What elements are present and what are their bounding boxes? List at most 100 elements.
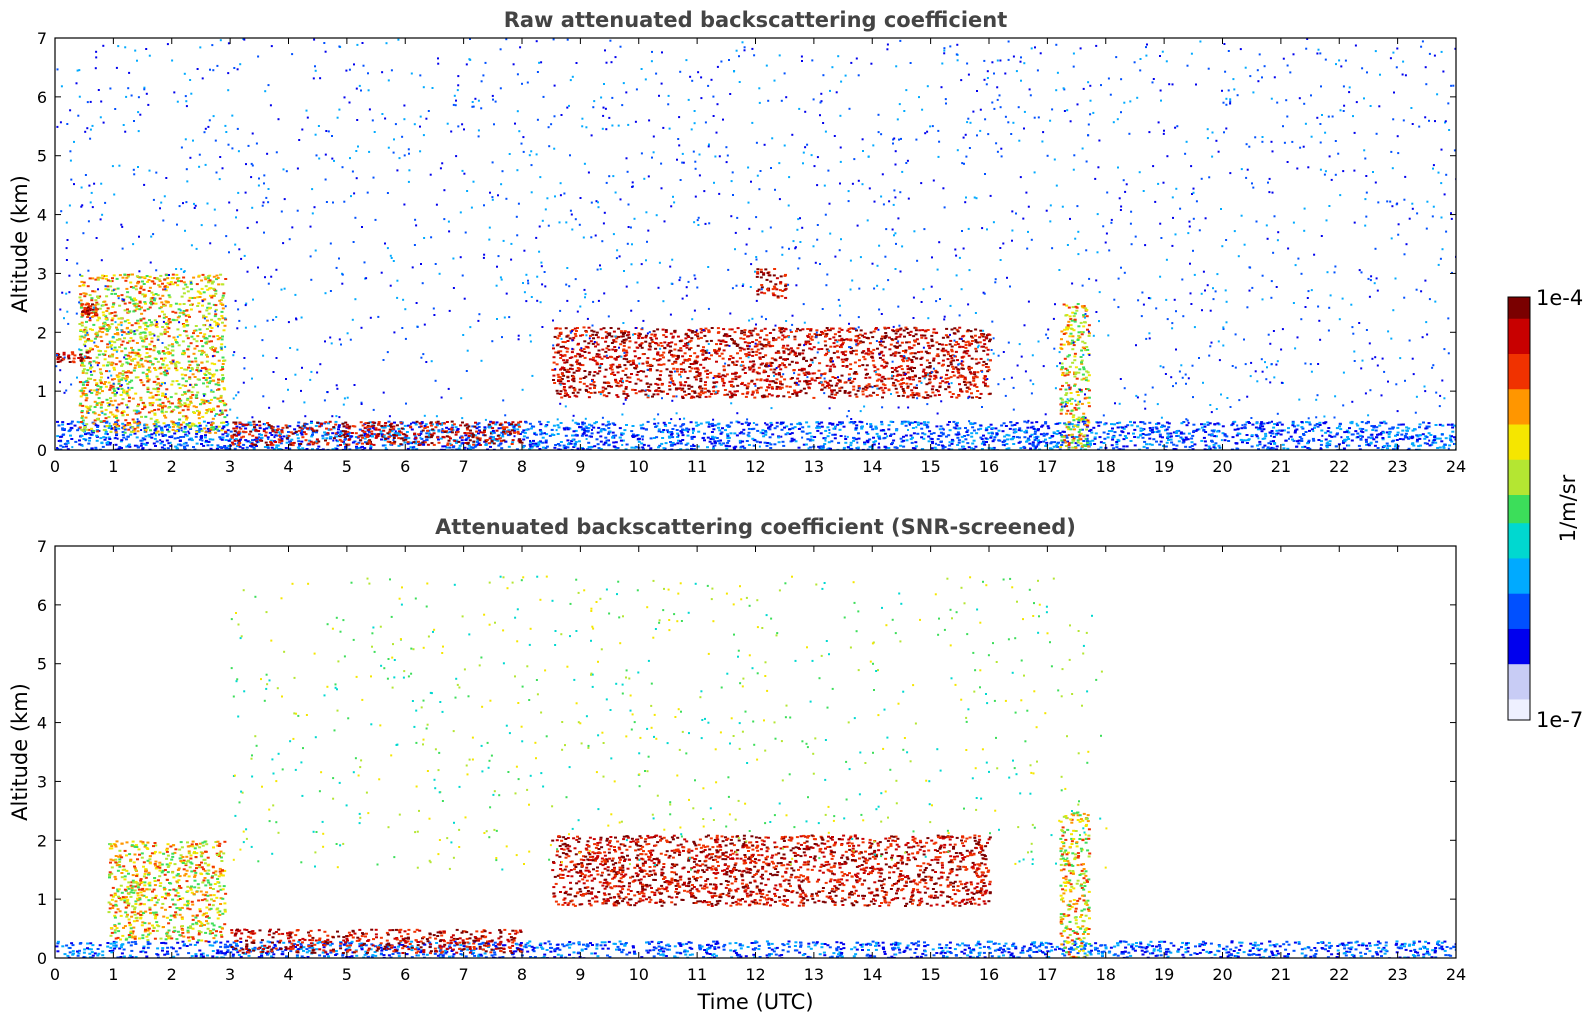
y-tick-label: 6 [37,596,47,615]
x-tick-label: 13 [804,457,824,476]
colorbar-segment [1508,487,1530,495]
x-tick-label: 20 [1212,965,1232,984]
colorbar-segment [1508,656,1530,665]
colorbar-segment [1508,459,1530,467]
x-tick-label: 24 [1446,457,1466,476]
x-tick-label: 14 [862,457,882,476]
colorbar-segment [1508,438,1530,446]
x-tick-label: 4 [283,457,293,476]
colorbar-segment [1508,353,1530,362]
x-tick-label: 15 [920,965,940,984]
chart-title: Attenuated backscattering coefficient (S… [435,515,1076,539]
colorbar-segment [1508,494,1530,503]
colorbar-segment [1508,360,1530,369]
feature-noise_region [55,38,1456,450]
colorbar-segment [1508,698,1530,707]
colorbar-segment [1508,515,1530,524]
x-tick-label: 11 [687,457,707,476]
x-tick-label: 17 [1037,457,1057,476]
colorbar-segment [1508,304,1530,312]
y-tick-label: 3 [37,772,47,791]
colorbar-segment [1508,402,1530,411]
colorbar-segment [1508,480,1530,488]
colorbar-segment [1508,543,1530,552]
y-tick-label: 7 [37,537,47,556]
plot-area [55,575,1456,958]
colorbar-unit-label: 1/m/sr [1556,474,1580,542]
y-tick-label: 2 [37,831,47,850]
colorbar-segment [1508,614,1530,622]
x-tick-label: 0 [50,965,60,984]
colorbar-top-label: 1e-4 [1536,286,1583,310]
colorbar-segment [1508,628,1530,636]
feature-aerosol_column [1059,811,1092,958]
colorbar-segment [1508,550,1530,559]
x-tick-label: 2 [167,457,177,476]
x-tick-label: 14 [862,965,882,984]
colorbar-segment [1508,621,1530,629]
chart-panel-1: Raw attenuated backscattering coefficien… [8,8,1466,476]
x-tick-label: 23 [1387,457,1407,476]
y-tick-label: 1 [37,382,47,401]
colorbar-segment [1508,649,1530,658]
colorbar-segment [1508,705,1530,714]
colorbar-segment [1508,430,1530,439]
x-tick-label: 5 [342,457,352,476]
plot-frame [54,545,1457,959]
feature-surface_layer [55,940,1456,958]
colorbar-segment [1508,579,1530,587]
x-tick-label: 8 [517,457,527,476]
feature-aerosol_plume [78,273,228,434]
feature-sparse_signal [230,575,1108,871]
colorbar-segment [1508,445,1530,453]
plot-frame [54,37,1457,451]
y-tick-label: 0 [37,441,47,460]
colorbar-segment [1508,607,1530,615]
colorbar-segment [1508,642,1530,651]
colorbar-segment [1508,381,1530,390]
y-tick-label: 4 [37,206,47,225]
colorbar-segment [1508,452,1530,460]
x-tick-label: 2 [167,965,177,984]
x-tick-label: 18 [1096,457,1116,476]
x-tick-label: 3 [225,965,235,984]
x-tick-label: 23 [1387,965,1407,984]
x-tick-label: 7 [459,965,469,984]
y-tick-label: 2 [37,323,47,342]
x-tick-label: 16 [979,965,999,984]
colorbar-segment [1508,677,1530,686]
x-tick-label: 24 [1446,965,1466,984]
colorbar-segment [1508,600,1530,608]
x-tick-label: 5 [342,965,352,984]
colorbar-segment [1508,311,1530,319]
x-tick-label: 15 [920,457,940,476]
colorbar-segment [1508,712,1530,721]
x-tick-label: 6 [400,965,410,984]
colorbar-segment [1508,395,1530,404]
x-tick-label: 21 [1271,965,1291,984]
x-tick-label: 12 [745,965,765,984]
colorbar-segment [1508,501,1530,510]
y-tick-label: 4 [37,714,47,733]
x-tick-label: 20 [1212,457,1232,476]
x-tick-label: 22 [1329,965,1349,984]
y-tick-label: 6 [37,88,47,107]
colorbar-segment [1508,508,1530,517]
colorbar-segment [1508,416,1530,425]
x-tick-label: 16 [979,457,999,476]
colorbar-segment [1508,473,1530,481]
colorbar-segment [1508,564,1530,573]
colorbar-segment [1508,339,1530,347]
colorbar-segment [1508,557,1530,566]
colorbar-segment [1508,297,1530,305]
colorbar-segment [1508,374,1530,383]
x-tick-label: 3 [225,457,235,476]
colorbar-segment [1508,670,1530,679]
y-axis-label: Altitude (km) [8,683,32,821]
x-tick-label: 19 [1154,965,1174,984]
colorbar-segment [1508,409,1530,418]
x-tick-label: 1 [108,457,118,476]
x-axis-label: Time (UTC) [696,990,813,1014]
x-tick-label: 19 [1154,457,1174,476]
x-tick-label: 13 [804,965,824,984]
